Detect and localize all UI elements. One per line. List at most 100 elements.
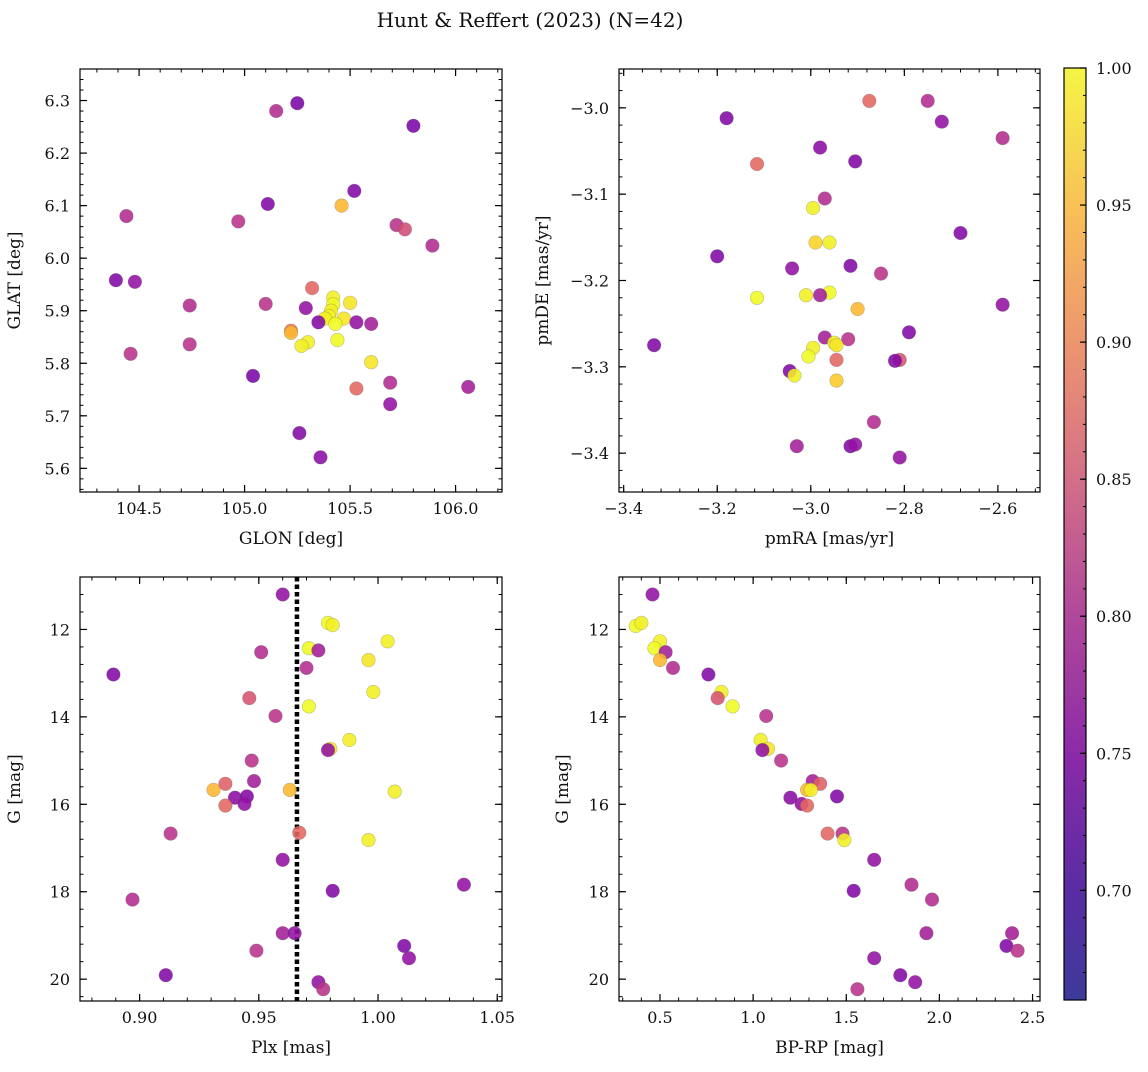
scatter-point — [325, 883, 340, 898]
scatter-point — [361, 832, 376, 848]
scatter-point — [892, 450, 907, 465]
scatter-point — [316, 982, 331, 997]
scatter-point — [364, 316, 379, 332]
scatter-point — [646, 338, 662, 353]
scatter-point — [349, 381, 364, 396]
scatter-point — [1004, 926, 1020, 941]
scatter-point — [784, 261, 800, 276]
scatter-point — [867, 852, 882, 867]
y-tick-label: −3.4 — [570, 444, 609, 463]
scatter-point — [366, 684, 381, 700]
scatter-point — [119, 209, 134, 224]
colorbar-tick-label: 0.75 — [1096, 744, 1132, 763]
scatter-point — [305, 281, 320, 296]
scatter-point — [290, 96, 305, 111]
subplots: 104.5 105.0 105.5 106.0 5.6 5.7 5.8 5.9 6.0 6.1 6.… — [5, 68, 1045, 1058]
scatter-point — [237, 796, 252, 812]
colorbar: 0.70 0.75 0.80 0.85 0.90 0.95 1.00 — [1063, 59, 1132, 1001]
scatter-point — [275, 852, 290, 867]
scatter-point — [893, 968, 908, 983]
scatter-point — [901, 325, 917, 340]
scatter-point — [862, 93, 877, 108]
scatter-point — [801, 349, 816, 364]
scatter-point — [755, 742, 770, 758]
scatter-point — [275, 926, 290, 941]
x-axis-label: pmRA [mas/yr] — [765, 529, 894, 549]
scatter-point — [108, 273, 123, 288]
x-tick-label: 1.5 — [834, 1008, 859, 1027]
scatter-point — [829, 352, 844, 368]
scatter-point — [125, 892, 140, 907]
scatter-point — [268, 708, 283, 724]
scatter-point — [808, 235, 823, 250]
x-tick-label: 1.0 — [740, 1008, 765, 1027]
scatter-point — [829, 373, 844, 388]
y-tick-label: 20 — [589, 970, 609, 989]
scatter-point — [749, 290, 765, 305]
scatter-point — [328, 316, 343, 332]
colorbar-tick-label: 0.90 — [1096, 333, 1132, 352]
scatter-point — [759, 708, 774, 724]
y-axis-label: pmDE [mas/yr] — [533, 215, 553, 345]
y-tick-label: −3.3 — [570, 358, 609, 377]
plot-area — [619, 577, 1040, 1001]
scatter-point — [848, 437, 863, 452]
scatter-point — [299, 660, 314, 676]
scatter-point — [789, 439, 804, 454]
scatter-point — [383, 375, 398, 390]
scatter-point — [292, 825, 307, 840]
y-tick-label: 18 — [589, 883, 609, 902]
plot-area — [619, 69, 1040, 492]
y-tick-label: 14 — [589, 708, 609, 727]
y-axis-label: G [mag] — [5, 754, 25, 823]
subplot-glon-glat: 104.5 105.0 105.5 106.0 5.6 5.7 5.8 5.9 6.0 6.1 6.… — [5, 68, 503, 549]
y-tick-label: 6.0 — [45, 249, 70, 268]
scatter-point — [361, 652, 376, 668]
scatter-point — [812, 140, 828, 155]
x-tick-label: 0.95 — [241, 1008, 277, 1027]
scatter-point — [953, 225, 968, 241]
x-tick-label: −2.6 — [978, 499, 1017, 518]
scatter-point — [719, 111, 734, 126]
scatter-point — [920, 93, 935, 108]
scatter-point — [822, 235, 837, 250]
scatter-point — [387, 784, 402, 799]
axes-frame — [79, 68, 503, 493]
scatter-point — [244, 753, 259, 768]
x-tick-label: 104.5 — [116, 499, 162, 518]
scatter-point — [820, 826, 835, 841]
scatter-point — [908, 975, 923, 990]
colorbar-gradient — [1064, 68, 1086, 1000]
scatter-point — [206, 782, 221, 798]
x-axis-label: GLON [deg] — [239, 529, 343, 549]
scatter-point — [163, 826, 178, 841]
scatter-point — [127, 274, 142, 289]
scatter-point — [330, 333, 345, 348]
scatter-point — [158, 968, 173, 983]
scatter-point — [887, 353, 903, 368]
scatter-point — [311, 643, 326, 658]
scatter-point — [783, 790, 798, 805]
y-tick-label: 6.3 — [45, 92, 70, 111]
scatter-point — [347, 183, 362, 198]
scatter-point — [106, 667, 121, 682]
scatter-point — [837, 832, 852, 848]
scatter-point — [934, 114, 949, 129]
scatter-point — [311, 315, 326, 330]
scatter-point — [269, 103, 284, 119]
colorbar-tick-label: 0.70 — [1096, 881, 1132, 900]
scatter-point — [773, 753, 789, 768]
scatter-point — [645, 587, 660, 602]
scatter-point — [461, 379, 476, 395]
y-tick-label: 5.7 — [45, 407, 70, 426]
scatter-point — [850, 301, 865, 317]
y-axis-label: G [mag] — [553, 754, 573, 823]
scatter-point — [242, 690, 257, 706]
scatter-point — [283, 325, 299, 340]
scatter-point — [652, 652, 668, 668]
subplot-plx-g: 0.90 0.95 1.00 1.05 12 14 16 18 20 Plx [mas] G [ma… — [5, 576, 515, 1058]
y-tick-label: 5.8 — [45, 354, 70, 373]
scatter-point — [313, 450, 328, 465]
y-tick-label: 20 — [50, 970, 70, 989]
